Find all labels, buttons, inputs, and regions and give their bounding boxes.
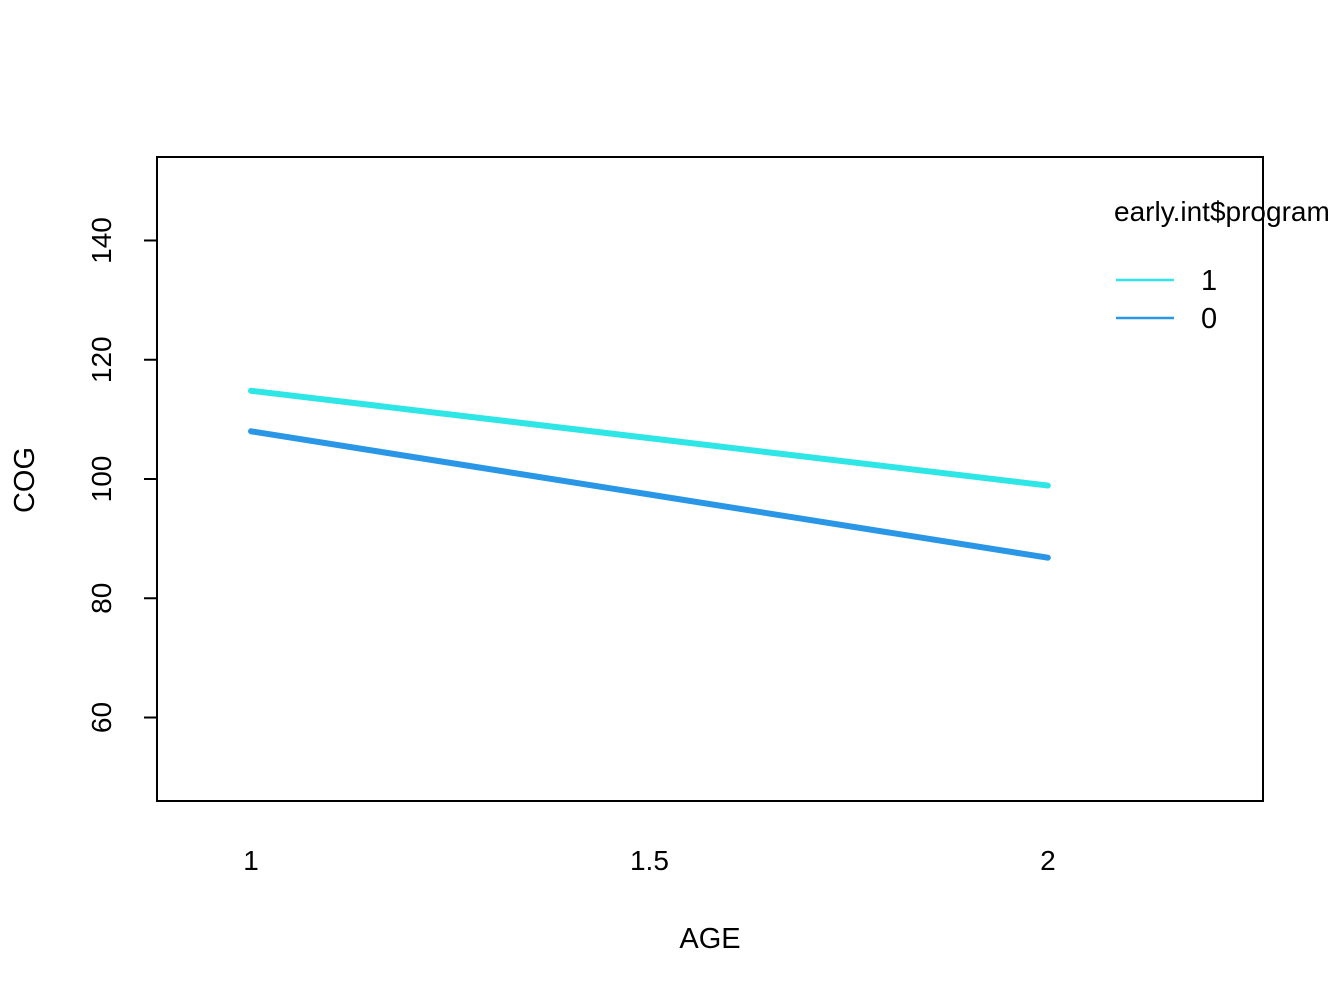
y-axis-title: COG [9,447,41,513]
series-line-1 [248,387,1051,489]
x-axis-title: AGE [679,923,740,955]
y-axis: 60 80 100 120 140 [86,217,158,733]
legend-label: 0 [1201,303,1217,335]
series-lines [248,387,1051,561]
y-tick-label: 100 [86,456,117,503]
x-tick-label: 1.5 [630,845,669,876]
legend-title: early.int$program [1114,196,1330,227]
legend: early.int$program 1 0 [1114,196,1330,335]
x-axis: 1 1.5 2 [243,845,1055,876]
y-tick-label: 80 [86,583,117,614]
y-tick-label: 60 [86,702,117,733]
legend-label: 1 [1201,265,1217,297]
plot-frame [156,156,1264,802]
y-tick-label: 120 [86,336,117,383]
x-tick-label: 1 [243,845,259,876]
y-tick-label: 140 [86,217,117,264]
series-line-0 [248,428,1051,561]
x-tick-label: 2 [1040,845,1056,876]
